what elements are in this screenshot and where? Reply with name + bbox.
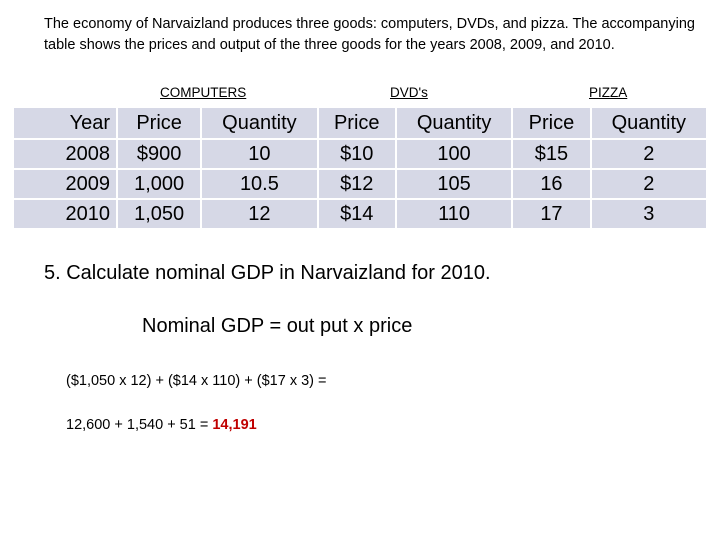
- cell-dvds-quantity: 105: [394, 168, 514, 200]
- intro-text: The economy of Narvaizland produces thre…: [44, 16, 695, 53]
- cell-dvds-price: $12: [316, 168, 397, 200]
- header-pizza-quantity: Quantity: [589, 106, 709, 140]
- cell-pizza-price: 17: [511, 198, 592, 230]
- header-computers-price: Price: [115, 106, 203, 140]
- cell-dvds-quantity: 100: [394, 138, 514, 170]
- cell-pizza-quantity: 3: [589, 198, 709, 230]
- formula-text: Nominal GDP = out put x price: [142, 315, 413, 337]
- cell-year: 2008: [12, 138, 118, 170]
- cell-computers-price: $900: [115, 138, 203, 170]
- cell-computers-price: 1,050: [115, 198, 203, 230]
- cell-pizza-price: $15: [511, 138, 592, 170]
- cell-pizza-quantity: 2: [589, 168, 709, 200]
- prices-output-table: Year Price Quantity Price Quantity Price…: [12, 106, 709, 230]
- header-pizza-price: Price: [511, 106, 592, 140]
- table-row: 2008 $900 10 $10 100 $15 2: [12, 138, 709, 170]
- header-computers-quantity: Quantity: [200, 106, 319, 140]
- table-row: 2010 1,050 12 $14 110 17 3: [12, 198, 709, 230]
- calculation-result: 14,191: [212, 417, 257, 433]
- question-text: 5. Calculate nominal GDP in Narvaizland …: [44, 262, 491, 284]
- table-row: 2009 1,000 10.5 $12 105 16 2: [12, 168, 709, 200]
- header-dvds-price: Price: [316, 106, 397, 140]
- table-header-row: Year Price Quantity Price Quantity Price…: [12, 106, 709, 140]
- header-year: Year: [12, 106, 118, 140]
- cell-dvds-quantity: 110: [394, 198, 514, 230]
- cell-dvds-price: $14: [316, 198, 397, 230]
- category-dvds: DVD's: [390, 85, 428, 100]
- cell-year: 2009: [12, 168, 118, 200]
- cell-computers-quantity: 10.5: [200, 168, 319, 200]
- cell-pizza-quantity: 2: [589, 138, 709, 170]
- calculation-line-1: ($1,050 x 12) + ($14 x 110) + ($17 x 3) …: [66, 373, 327, 389]
- calculation-sum: 12,600 + 1,540 + 51 =: [66, 417, 213, 433]
- category-pizza: PIZZA: [589, 85, 628, 100]
- cell-pizza-price: 16: [511, 168, 592, 200]
- cell-computers-price: 1,000: [115, 168, 203, 200]
- cell-computers-quantity: 10: [200, 138, 319, 170]
- cell-dvds-price: $10: [316, 138, 397, 170]
- category-computers: COMPUTERS: [160, 85, 247, 100]
- cell-computers-quantity: 12: [200, 198, 319, 230]
- header-dvds-quantity: Quantity: [394, 106, 514, 140]
- calculation-line-2: 12,600 + 1,540 + 51 = 14,191: [66, 417, 257, 433]
- cell-year: 2010: [12, 198, 118, 230]
